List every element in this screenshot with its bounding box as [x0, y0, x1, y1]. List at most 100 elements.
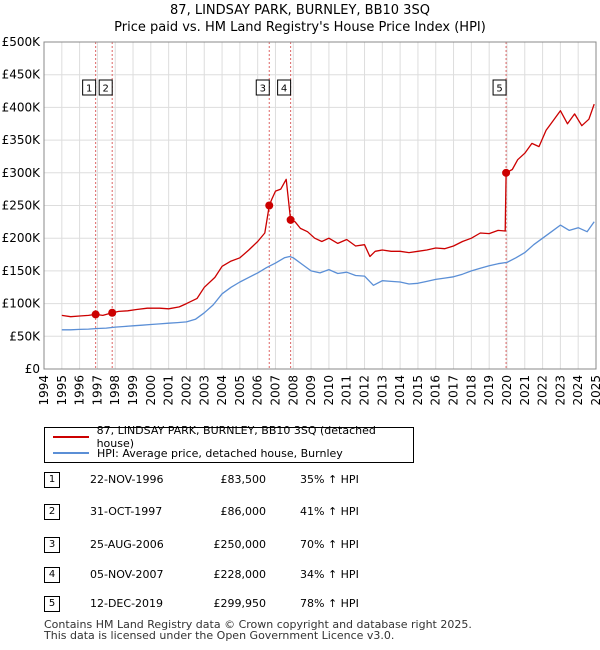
- y-tick-label: £400K: [2, 100, 42, 114]
- x-tick-label: 2006: [251, 375, 265, 406]
- x-tick-label: 2010: [322, 375, 336, 406]
- x-tick-label: 1999: [126, 375, 140, 406]
- x-tick-label: 1995: [55, 375, 69, 406]
- sale-marker-label: 5: [496, 84, 502, 95]
- sale-date: 25-AUG-2006: [90, 538, 164, 551]
- x-tick-label: 2003: [197, 375, 211, 406]
- x-tick-label: 2022: [536, 375, 550, 406]
- x-tick-label: 2005: [233, 375, 247, 406]
- legend-item-price-paid: 87, LINDSAY PARK, BURNLEY, BB10 3SQ (det…: [53, 424, 413, 450]
- table-row: 4 05-NOV-2007 £228,000 34% ↑ HPI: [44, 567, 464, 585]
- sale-marker-label: 4: [281, 84, 287, 95]
- sale-marker-box: [492, 79, 507, 96]
- x-tick-label: 2016: [429, 375, 443, 406]
- legend: 87, LINDSAY PARK, BURNLEY, BB10 3SQ (det…: [44, 424, 414, 463]
- sale-number-badge: 5: [44, 596, 60, 612]
- x-tick-label: 2004: [215, 375, 229, 406]
- x-tick-label: 2001: [162, 375, 176, 406]
- legend-item-hpi: HPI: Average price, detached house, Burn…: [53, 445, 343, 461]
- title-line-1: 87, LINDSAY PARK, BURNLEY, BB10 3SQ: [170, 3, 430, 18]
- legend-swatch-price-paid: [53, 436, 89, 438]
- sale-marker-box: [82, 79, 97, 96]
- x-tick-label: 2007: [268, 375, 282, 406]
- title-line-2: Price paid vs. HM Land Registry's House …: [114, 20, 486, 35]
- y-tick-label: £450K: [2, 68, 42, 82]
- sale-hpi-change: 41% ↑ HPI: [300, 505, 359, 518]
- sale-marker-label: 1: [86, 84, 92, 95]
- sale-marker-box: [98, 79, 113, 96]
- sale-number-badge: 3: [44, 537, 60, 553]
- x-tick-label: 2018: [464, 375, 478, 406]
- sale-number-badge: 1: [44, 472, 60, 488]
- x-tick-label: 2023: [553, 375, 567, 406]
- x-tick-label: 2013: [375, 375, 389, 406]
- legend-label-hpi: HPI: Average price, detached house, Burn…: [97, 446, 343, 460]
- x-tick-label: 2000: [144, 375, 158, 406]
- sale-hpi-change: 35% ↑ HPI: [300, 473, 359, 486]
- sale-point: [91, 310, 100, 319]
- legend-swatch-hpi: [53, 452, 89, 454]
- sale-point: [108, 308, 117, 317]
- y-tick-label: £200K: [2, 231, 42, 245]
- x-tick-label: 2021: [518, 375, 532, 406]
- y-tick-label: £350K: [2, 133, 42, 147]
- x-tick-label: 1997: [90, 375, 104, 406]
- grid-lines: [43, 41, 597, 370]
- sale-price: £83,500: [220, 473, 267, 486]
- sale-marker-label: 3: [260, 84, 266, 95]
- sale-hpi-change: 70% ↑ HPI: [300, 538, 359, 551]
- sale-point: [265, 201, 274, 210]
- licence-notice: This data is licensed under the Open Gov…: [44, 629, 395, 642]
- x-tick-label: 1994: [37, 375, 51, 406]
- x-axis: 1994 1995 1996 1997 1998 1999 2000 2001 2002 2003…: [37, 375, 600, 406]
- x-tick-label: 1996: [73, 375, 87, 406]
- y-tick-label: £0: [25, 362, 40, 376]
- sale-price: £228,000: [213, 568, 267, 581]
- table-row: 5 12-DEC-2019 £299,950 78% ↑ HPI: [44, 596, 464, 614]
- series-lines: [61, 103, 595, 331]
- x-tick-label: 1998: [108, 375, 122, 406]
- footer: Contains HM Land Registry data © Crown c…: [44, 619, 472, 641]
- sale-markers: [91, 168, 511, 319]
- sale-date: 31-OCT-1997: [90, 505, 163, 518]
- sale-marker-label: 2: [103, 84, 109, 95]
- sale-date: 05-NOV-2007: [90, 568, 164, 581]
- y-tick-label: £500K: [2, 35, 42, 49]
- x-tick-label: 2019: [482, 375, 496, 406]
- x-tick-label: 2014: [393, 375, 407, 406]
- x-tick-label: 2024: [571, 375, 585, 406]
- sale-marker-box: [255, 79, 270, 96]
- x-tick-label: 2020: [500, 375, 514, 406]
- y-tick-label: £300K: [2, 166, 42, 180]
- sale-hpi-change: 78% ↑ HPI: [300, 597, 359, 610]
- sale-marker-box: [277, 79, 292, 96]
- sale-point: [286, 215, 295, 224]
- y-tick-label: £150K: [2, 264, 42, 278]
- sale-price: £250,000: [213, 538, 267, 551]
- copyright-notice: Contains HM Land Registry data © Crown c…: [44, 618, 472, 631]
- sale-number-badge: 4: [44, 567, 60, 583]
- sale-price: £299,950: [213, 597, 267, 610]
- sale-point: [502, 168, 511, 177]
- y-axis: £0 £50K £100K £150K £200K £250K £300K £350K £400…: [2, 35, 42, 376]
- price-paid-line: [61, 103, 595, 318]
- x-tick-label: 2012: [358, 375, 372, 406]
- hpi-line: [61, 221, 595, 331]
- table-row: 1 22-NOV-1996 £83,500 35% ↑ HPI: [44, 472, 464, 490]
- sale-number-badge: 2: [44, 504, 60, 520]
- table-row: 3 25-AUG-2006 £250,000 70% ↑ HPI: [44, 537, 464, 555]
- sale-hpi-change: 34% ↑ HPI: [300, 568, 359, 581]
- plot-frame: [43, 41, 597, 370]
- sale-date: 12-DEC-2019: [90, 597, 164, 610]
- table-row: 2 31-OCT-1997 £86,000 41% ↑ HPI: [44, 504, 464, 522]
- sale-date: 22-NOV-1996: [90, 473, 164, 486]
- x-tick-label: 2009: [304, 375, 318, 406]
- price-chart: £0 £50K £100K £150K £200K £250K £300K £350K £400…: [2, 35, 600, 406]
- chart-title: 87, LINDSAY PARK, BURNLEY, BB10 3SQ Pric…: [0, 2, 600, 36]
- y-tick-label: £250K: [2, 199, 42, 213]
- x-tick-label: 2015: [411, 375, 425, 406]
- x-tick-label: 2011: [340, 375, 354, 406]
- x-tick-label: 2017: [447, 375, 461, 406]
- x-tick-label: 2025: [589, 375, 600, 406]
- sale-price: £86,000: [220, 505, 267, 518]
